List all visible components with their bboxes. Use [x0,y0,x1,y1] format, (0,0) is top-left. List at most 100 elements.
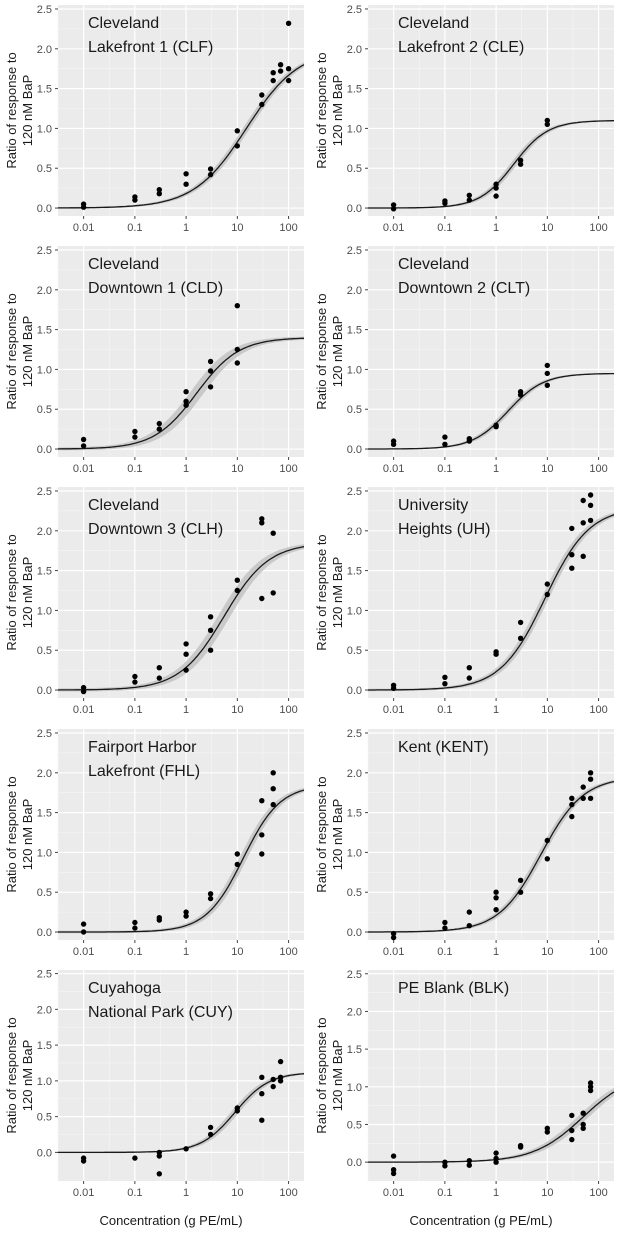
data-point [270,70,276,76]
data-point [80,443,87,449]
data-point [207,895,214,902]
x-axis-title: Concentration (g PE/mL) [99,1213,242,1228]
fit-curve [368,514,615,691]
y-axis-title-line: 120 nM BaP [20,1040,35,1112]
data-point [493,895,499,901]
y-tick-label: 0.0 [347,1157,362,1169]
x-tick-label: 10 [231,704,243,716]
y-tick-label: 1.5 [37,325,52,337]
x-axis-title: Concentration (g PE/mL) [409,1213,552,1228]
data-point [569,813,575,820]
fit-curve [368,1091,615,1163]
panel-title-line: Cleveland [398,15,469,32]
y-tick-label: 0.5 [37,404,52,416]
data-point [493,185,499,191]
y-tick-label: 2.0 [347,44,362,56]
x-tick-label: 0.01 [73,222,94,234]
data-point [493,181,499,187]
plot-background [368,487,614,698]
y-tick-label: 0.0 [347,203,362,215]
fit-curve [58,1073,305,1154]
data-point [132,925,138,931]
data-point [587,1080,594,1086]
data-point [259,520,265,526]
data-point [517,619,524,626]
x-tick-label: 10 [231,1187,243,1199]
panel-2: Cleveland Lakefront 2 (CLE) 0.0 0.5 1.0 1.5 2.… [314,4,614,234]
y-tick-label: 2.5 [347,486,362,498]
data-point [285,66,292,72]
data-point [183,651,189,657]
y-tick-label: 2.0 [37,285,52,297]
y-axis-title-line: Ratio of response to [314,293,329,409]
data-point [183,667,189,673]
data-point [569,525,575,532]
y-axis-title-line: 120 nM BaP [330,799,345,871]
x-tick-label: 0.1 [127,704,142,716]
panel-title-line: Cleveland [398,256,469,273]
data-point [270,1076,276,1083]
x-tick-label: 0.1 [437,222,452,234]
data-point [234,128,240,134]
data-point [569,801,575,808]
y-tick-label: 2.5 [37,4,52,16]
data-point [156,1149,162,1156]
x-tick-label: 0.1 [437,704,452,716]
panel-4: Cleveland Downtown 2 (CLT) 0.0 0.5 1.0 1.5 2.0… [314,245,614,475]
panel-9: Cuyahoga National Park (CUY) 0.0 0.5 1.0 1.5 2… [4,969,305,1199]
data-point [569,1127,575,1134]
data-point [183,909,189,915]
x-tick-label: 10 [231,946,243,958]
data-point [270,770,276,776]
y-tick-label: 1.0 [37,123,52,135]
data-point [587,1084,594,1090]
data-point [80,201,87,207]
data-point [156,191,162,197]
data-point [80,1155,87,1161]
y-axis-title-line: Ratio of response to [4,776,19,892]
panel-title-line: National Park (CUY) [88,1004,233,1021]
data-point [569,1112,575,1119]
y-axis-title-line: Ratio of response to [4,293,19,409]
x-tick-label: 100 [279,946,297,958]
data-point [183,641,189,647]
data-point [259,1074,265,1081]
data-point [132,434,138,440]
y-tick-label: 2.5 [37,245,52,257]
data-point [207,891,214,897]
data-point [390,1153,397,1159]
data-point [580,497,586,504]
data-point [259,851,265,857]
y-axis-title-line: Ratio of response to [314,534,329,650]
data-point [466,1158,472,1164]
data-point [587,770,594,776]
panel-3: Cleveland Downtown 1 (CLD) 0.0 0.5 1.0 1.5 2.0… [4,245,304,475]
data-point [234,360,240,366]
y-axis-title-line: Ratio of response to [4,534,19,650]
x-tick-label: 0.01 [73,1187,94,1199]
y-tick-label: 2.5 [37,728,52,740]
data-point [580,1125,586,1132]
y-tick-label: 0.5 [37,1112,52,1124]
panel-title-line: Cuyahoga [88,980,161,997]
y-axis-title-line: 120 nM BaP [330,557,345,629]
data-point [259,595,265,602]
x-tick-label: 0.1 [127,222,142,234]
confidence-band [58,544,304,692]
y-tick-label: 0.0 [347,444,362,456]
data-point [183,171,189,177]
data-point [493,889,499,895]
data-point [580,1121,586,1128]
data-point [285,77,292,84]
data-point [466,436,472,442]
x-tick-label: 100 [279,463,297,475]
data-point [493,907,499,913]
data-point [493,1150,499,1156]
data-point [183,181,189,187]
data-point [544,1125,550,1132]
x-tick-label: 1 [183,463,189,475]
x-tick-label: 100 [589,704,607,716]
data-point [466,192,472,198]
y-tick-label: 2.0 [347,768,362,780]
